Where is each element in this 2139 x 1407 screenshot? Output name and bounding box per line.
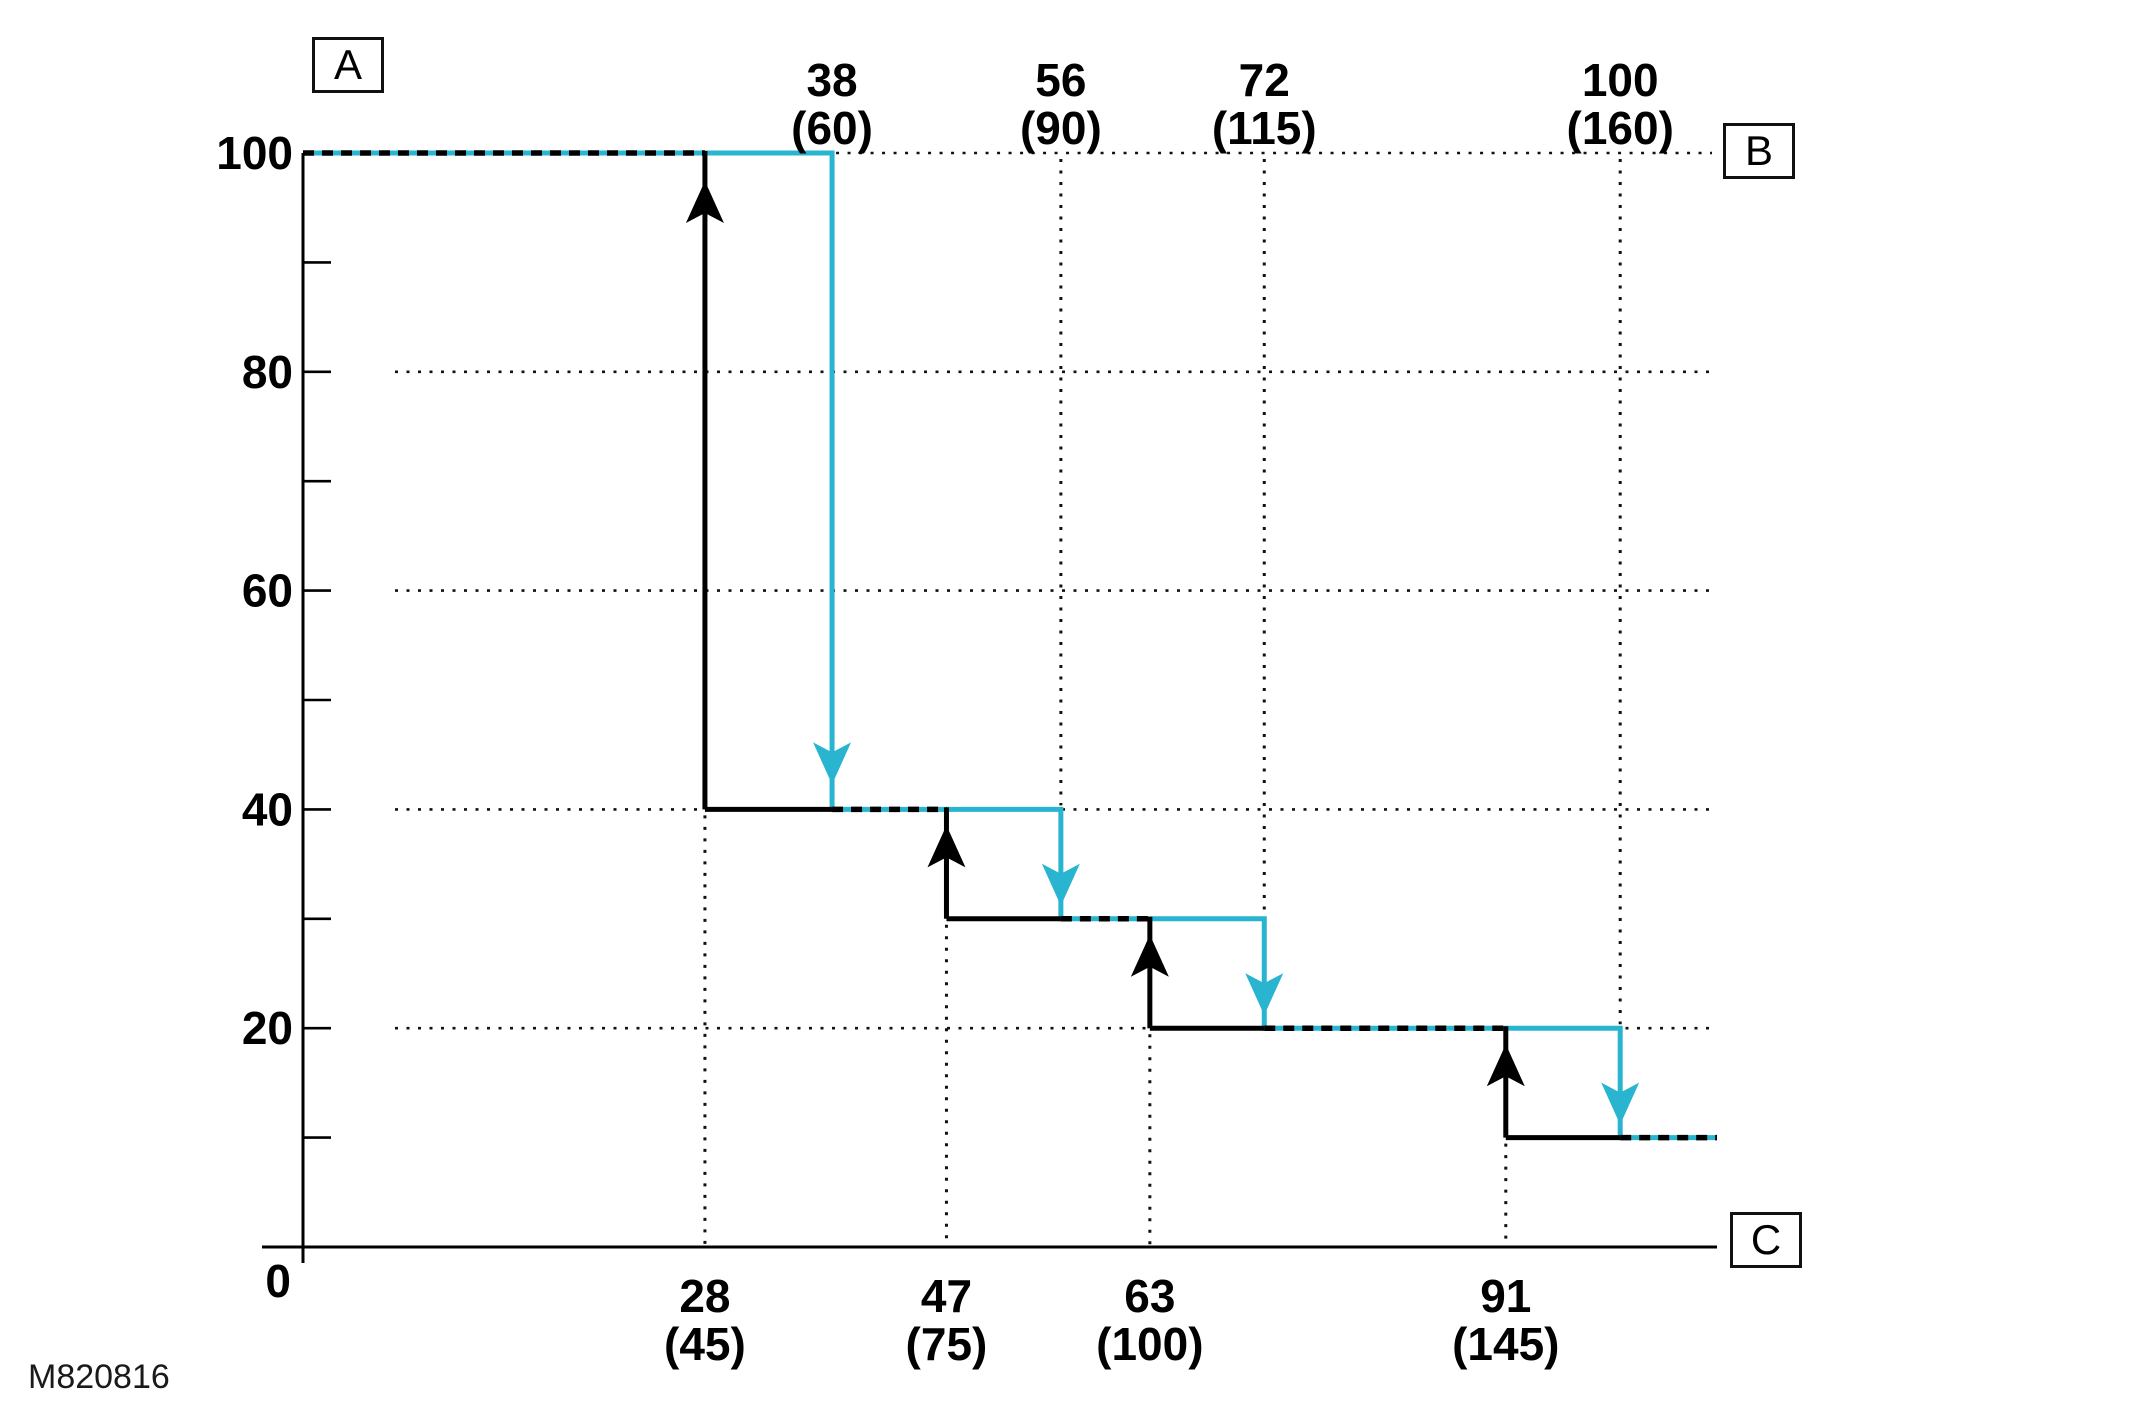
y-tick-label-40: 40 bbox=[242, 783, 293, 835]
down-arrow-4 bbox=[1601, 1082, 1640, 1125]
axis-marker-box-a: A bbox=[312, 37, 384, 93]
axis-marker-a-label: A bbox=[333, 41, 362, 88]
down-arrow-1 bbox=[813, 742, 852, 785]
top-tick-label-38: 38 bbox=[806, 54, 857, 106]
top-tick-sublabel-72: (115) bbox=[1212, 102, 1317, 154]
top-tick-sublabel-38: (60) bbox=[791, 102, 873, 154]
axis-marker-box-c: C bbox=[1730, 1212, 1802, 1268]
figure-code: M820816 bbox=[28, 1358, 170, 1396]
bottom-tick-label-47: 47 bbox=[921, 1270, 972, 1322]
up-arrow-4 bbox=[1486, 1044, 1525, 1087]
bottom-tick-label-91: 91 bbox=[1480, 1270, 1531, 1322]
axis-marker-box-b: B bbox=[1723, 123, 1795, 179]
top-tick-label-56: 56 bbox=[1035, 54, 1086, 106]
secondary-curve bbox=[303, 150, 1717, 1141]
y-tick-label-60: 60 bbox=[242, 565, 293, 617]
axis-marker-c-label: C bbox=[1750, 1216, 1782, 1263]
y-tick-label-0: 0 bbox=[265, 1255, 291, 1307]
axis-marker-b-label: B bbox=[1744, 127, 1773, 174]
y-tick-label-20: 20 bbox=[242, 1002, 293, 1054]
top-tick-label-100: 100 bbox=[1582, 54, 1659, 106]
bottom-tick-sublabel-28: (45) bbox=[664, 1318, 746, 1370]
bottom-tick-sublabel-91: (145) bbox=[1452, 1318, 1559, 1370]
bottom-tick-sublabel-63: (100) bbox=[1096, 1318, 1203, 1370]
y-tick-label-100: 100 bbox=[216, 127, 293, 179]
bottom-tick-sublabel-47: (75) bbox=[906, 1318, 988, 1370]
top-tick-sublabel-100: (160) bbox=[1567, 102, 1674, 154]
down-arrow-2 bbox=[1041, 863, 1080, 906]
top-tick-label-72: 72 bbox=[1239, 54, 1290, 106]
bottom-tick-label-28: 28 bbox=[679, 1270, 730, 1322]
up-arrow-1 bbox=[685, 181, 724, 223]
bottom-tick-label-63: 63 bbox=[1124, 1270, 1175, 1322]
up-arrow-2 bbox=[927, 825, 966, 868]
up-arrow-3 bbox=[1130, 934, 1169, 977]
top-tick-sublabel-56: (90) bbox=[1020, 102, 1102, 154]
down-arrow-3 bbox=[1245, 973, 1284, 1016]
y-tick-label-80: 80 bbox=[242, 346, 293, 398]
